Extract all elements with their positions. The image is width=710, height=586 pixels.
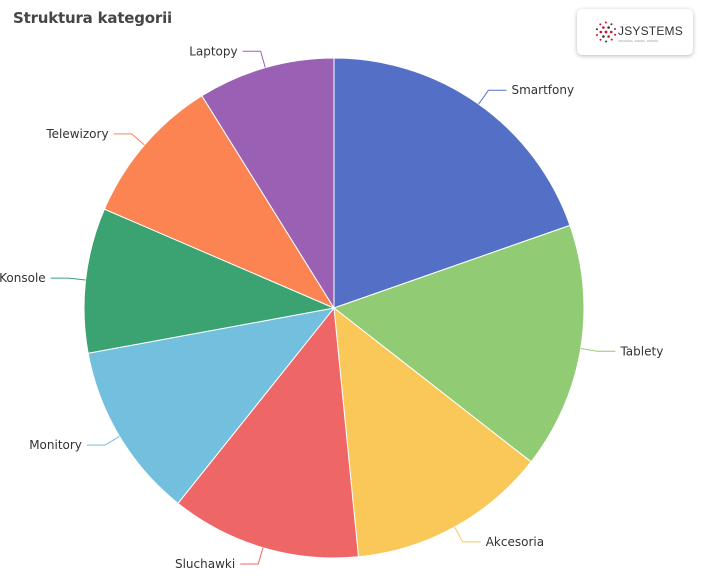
logo-dot <box>610 23 613 26</box>
logo-dot <box>602 35 605 38</box>
logo-dot <box>610 38 613 41</box>
logo-dot <box>607 26 610 29</box>
logo-dot <box>613 27 616 30</box>
pie-slice-tablety[interactable] <box>333 224 585 463</box>
pie-slice-laptopy[interactable] <box>201 57 335 309</box>
logo-dot <box>604 30 608 34</box>
slice-label-akcesoria: Akcesoria <box>486 535 544 549</box>
logo-dot <box>599 38 602 41</box>
logo-dot <box>599 23 602 26</box>
leader-line-tablety <box>580 348 616 352</box>
chart-title: Struktura kategorii <box>13 9 172 27</box>
slice-label-sluchawki: Sluchawki <box>175 557 235 571</box>
dot-cluster-logo-icon: JSYSTEMS SZKOLENIA · WIEDZA · ROZWÓJ <box>595 21 683 43</box>
pie-slice-sluchawki[interactable] <box>177 307 359 559</box>
slice-label-monitory: Monitory <box>29 438 82 452</box>
leader-line-sluchawki <box>240 547 264 565</box>
logo-dot <box>609 30 613 34</box>
logo-dot <box>602 26 605 29</box>
leader-line-telewizory <box>113 133 145 146</box>
slice-label-telewizory: Telewizory <box>45 127 108 141</box>
logo-dot <box>607 35 610 38</box>
leader-line-akcesoria <box>454 526 481 543</box>
slice-label-smartfony: Smartfony <box>511 83 574 97</box>
pie-slice-monitory[interactable] <box>87 307 335 504</box>
leader-line-laptopy <box>242 50 266 68</box>
logo-dot <box>604 21 607 24</box>
leader-line-monitory <box>86 435 120 446</box>
slice-label-tablety: Tablety <box>619 344 663 358</box>
leader-line-konsole <box>50 277 86 281</box>
logo-tagline: SZKOLENIA · WIEDZA · ROZWÓJ <box>618 38 659 43</box>
logo-dot <box>595 28 598 31</box>
logo-dot <box>605 40 608 43</box>
leader-line-smartfony <box>478 89 507 105</box>
brand-logo-card[interactable]: JSYSTEMS SZKOLENIA · WIEDZA · ROZWÓJ <box>577 9 693 55</box>
slice-label-konsole: Konsole <box>0 271 46 285</box>
logo-dot <box>596 34 599 37</box>
logo-dot <box>599 30 603 34</box>
pie-slice-telewizory[interactable] <box>103 95 335 309</box>
slice-label-laptopy: Laptopy <box>189 44 237 58</box>
logo-dot <box>614 33 617 36</box>
logo-text: JSYSTEMS <box>618 24 683 38</box>
